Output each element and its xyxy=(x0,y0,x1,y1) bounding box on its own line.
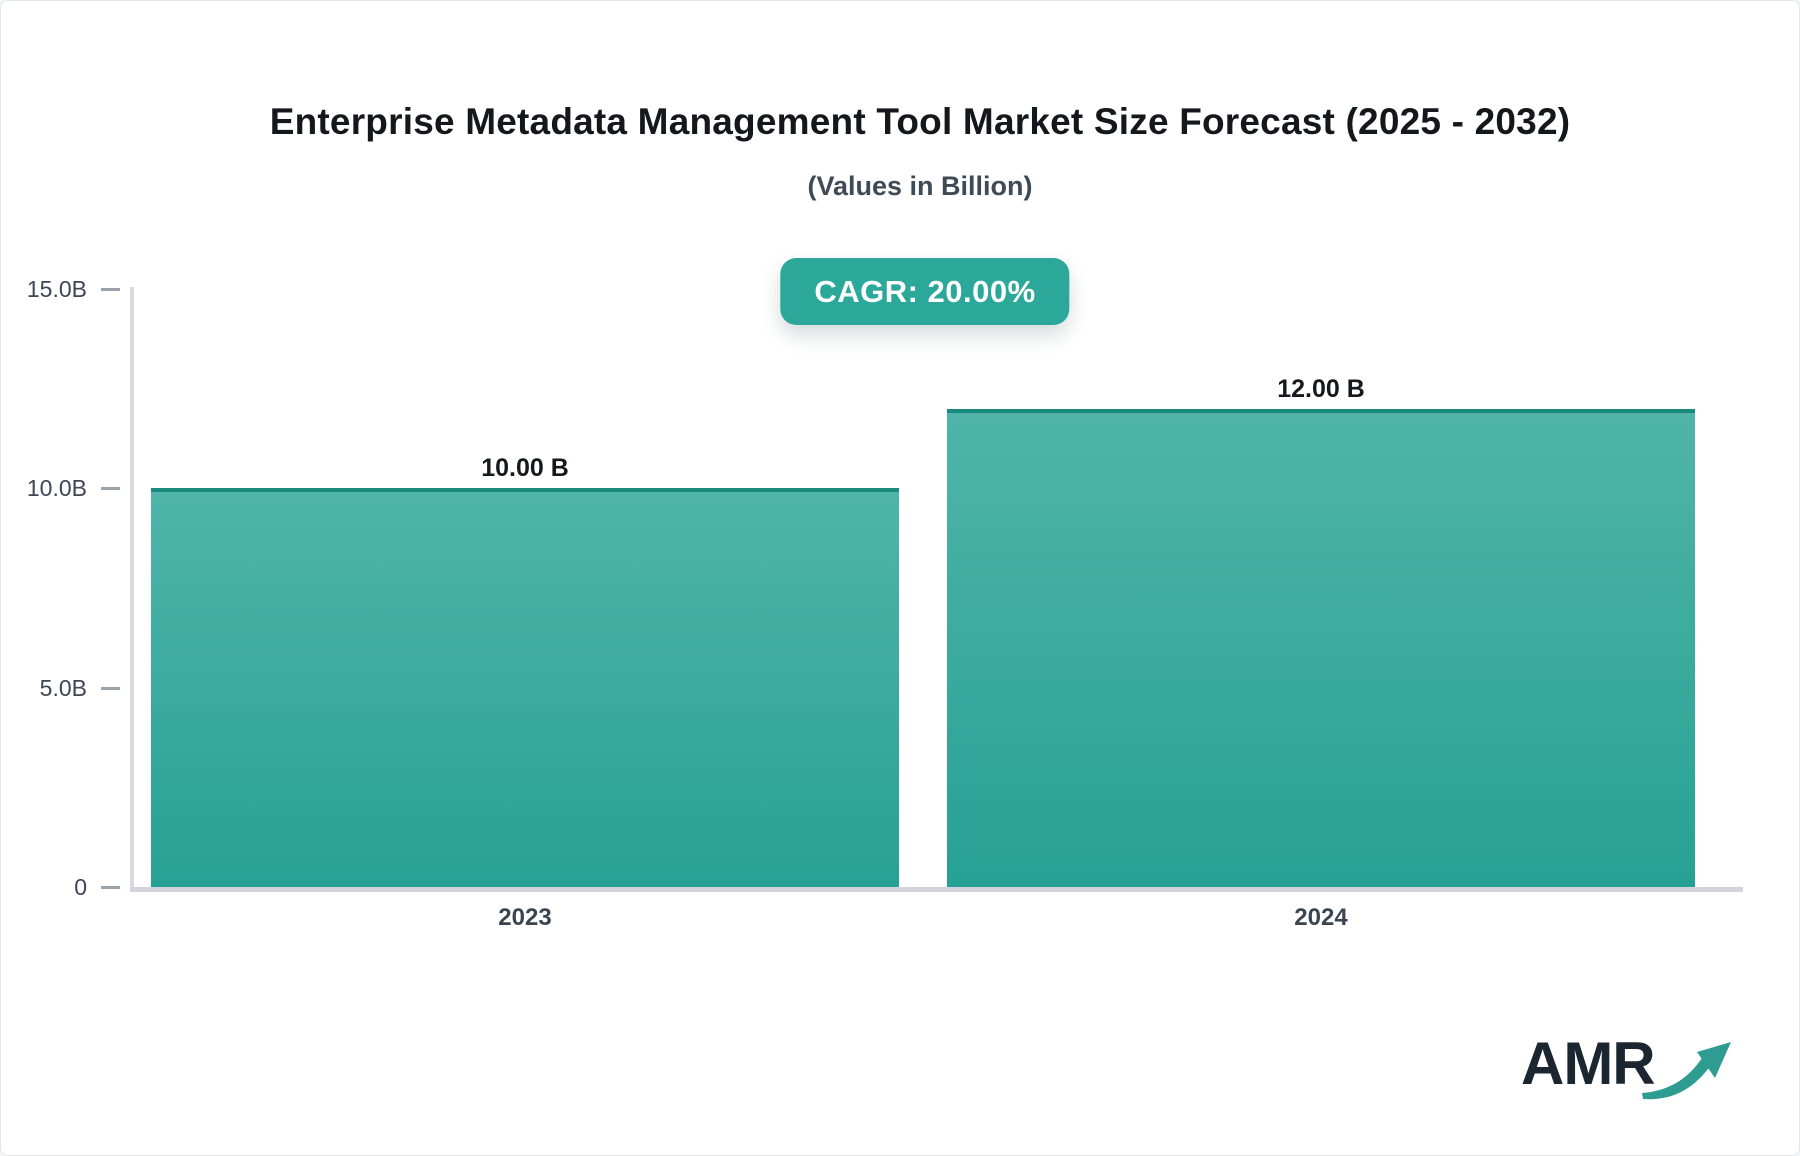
y-axis-line xyxy=(130,287,134,892)
bar-2023[interactable] xyxy=(151,488,899,887)
bar-value-label-2023: 10.00 B xyxy=(481,454,569,483)
y-axis-tick-label: 15.0B xyxy=(26,276,87,302)
x-axis-label-2023: 2023 xyxy=(498,904,552,931)
y-axis-tick-label: 5.0B xyxy=(39,674,87,701)
x-axis-line xyxy=(130,887,1743,892)
y-axis-tick-mark xyxy=(101,886,120,889)
chart-title: Enterprise Metadata Management Tool Mark… xyxy=(269,101,1571,142)
bar-value-label-2024: 12.00 B xyxy=(1277,374,1365,403)
cagr-badge: CAGR: 20.00% xyxy=(780,258,1070,325)
y-axis-tick-label: 0 xyxy=(74,874,87,900)
bar-2024[interactable] xyxy=(947,408,1695,887)
y-axis-tick-mark xyxy=(101,288,120,291)
y-axis-tick-mark xyxy=(101,686,120,690)
x-axis-label-2024: 2024 xyxy=(1294,904,1348,931)
amr-logo: AMR xyxy=(1521,1033,1733,1103)
y-axis-tick-label: 10.0B xyxy=(26,475,87,502)
growth-arrow-icon xyxy=(1641,1042,1731,1100)
amr-logo-text: AMR xyxy=(1521,1030,1656,1097)
chart-subtitle: (Values in Billion) xyxy=(807,171,1033,201)
y-axis-tick-mark xyxy=(101,487,120,491)
